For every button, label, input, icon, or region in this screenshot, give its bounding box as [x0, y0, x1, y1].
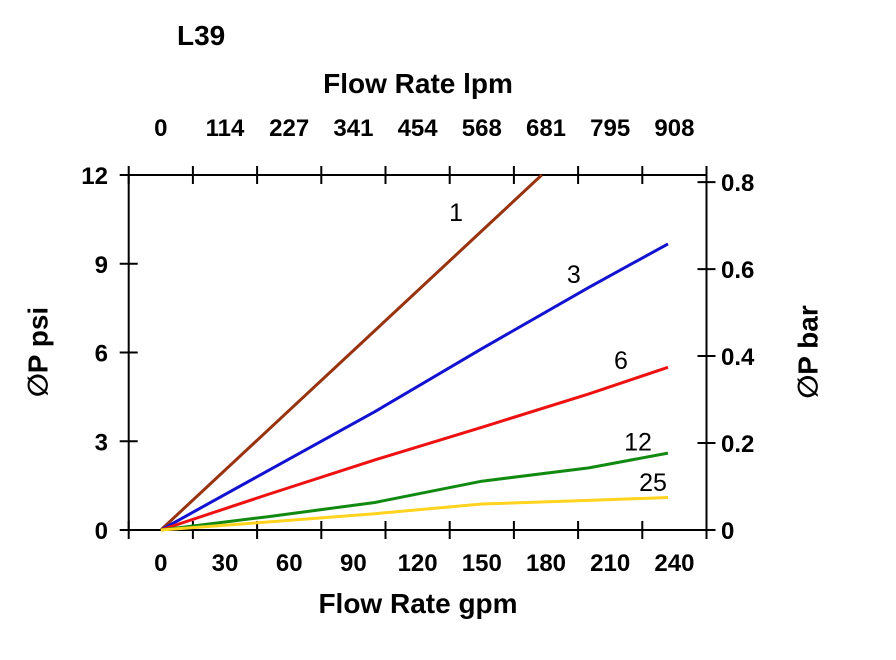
- bottom-axis-tick-label: 180: [526, 550, 566, 577]
- top-axis-tick-label: 908: [654, 115, 694, 142]
- series-label-1: 1: [449, 199, 463, 227]
- bottom-axis-tick-label: 30: [212, 550, 239, 577]
- bottom-axis-tick-label: 240: [654, 550, 694, 577]
- series-line-1: [159, 173, 543, 532]
- right-axis-tick-label: 0.8: [721, 170, 754, 197]
- left-axis-tick-label: 3: [95, 429, 108, 456]
- right-axis-tick-label: 0.2: [721, 431, 754, 458]
- bottom-axis-tick-label: 90: [340, 550, 367, 577]
- series-label-6: 6: [614, 347, 628, 375]
- top-axis-tick-label: 795: [590, 115, 630, 142]
- top-axis-tick-label: 568: [462, 115, 502, 142]
- top-axis-title: Flow Rate lpm: [323, 68, 513, 99]
- bottom-axis-tick-label: 150: [462, 550, 502, 577]
- bottom-axis-tick-label: 60: [276, 550, 303, 577]
- top-axis-tick-label: 114: [206, 115, 245, 142]
- right-axis-tick-label: 0.6: [721, 257, 754, 284]
- series-label-25: 25: [639, 469, 667, 497]
- series-line-12: [160, 451, 669, 532]
- top-axis-tick-label: 454: [398, 115, 439, 142]
- series-label-3: 3: [567, 261, 581, 289]
- series-line-25: [160, 496, 669, 532]
- right-axis-tick-label: 0: [721, 518, 734, 545]
- series-line-3: [160, 242, 669, 532]
- bottom-axis-tick-label: 210: [590, 550, 630, 577]
- left-axis-tick-label: 12: [81, 163, 108, 190]
- bottom-axis-tick-label: 0: [154, 550, 167, 577]
- bottom-axis-tick-label: 120: [398, 550, 438, 577]
- top-axis-tick-label: 227: [269, 115, 309, 142]
- left-axis-title: ∅P psi: [22, 306, 54, 398]
- left-axis-tick-label: 9: [95, 252, 108, 279]
- right-axis-title: ∅P bar: [792, 305, 824, 399]
- top-axis-tick-label: 0: [154, 115, 167, 142]
- chart-title: L39: [177, 20, 226, 51]
- left-axis-tick-label: 6: [95, 341, 108, 368]
- top-axis-tick-label: 681: [526, 115, 566, 142]
- top-axis-tick-label: 341: [333, 115, 373, 142]
- series-label-12: 12: [624, 428, 652, 456]
- left-axis-tick-label: 0: [95, 518, 108, 545]
- series-line-6: [160, 365, 669, 532]
- bottom-axis-title: Flow Rate gpm: [318, 588, 518, 619]
- right-axis-tick-label: 0.4: [721, 344, 755, 371]
